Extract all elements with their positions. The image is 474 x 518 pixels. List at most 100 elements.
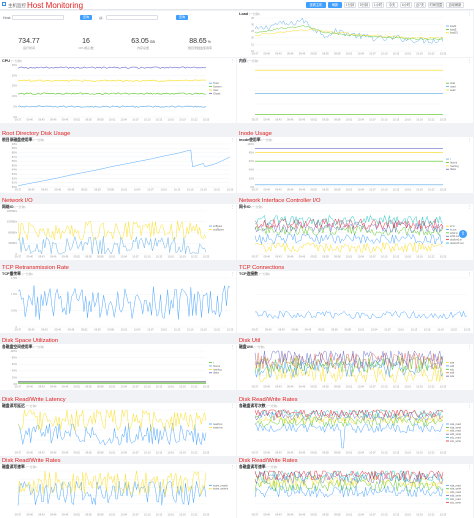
series-line[interactable]: [254, 478, 444, 493]
x-tick-label: 09:43: [275, 118, 282, 122]
host-select[interactable]: [12, 14, 64, 20]
x-tick-label: 10:10: [381, 385, 388, 389]
x-tick-label: 10:22: [428, 385, 435, 389]
x-tick-label: 09:43: [38, 255, 45, 259]
panel-menu-icon[interactable]: ⋮: [468, 205, 472, 209]
series-line[interactable]: [254, 224, 444, 237]
query-button[interactable]: 查询: [80, 14, 92, 20]
y-tick-label: 80%: [12, 185, 18, 189]
toolbar-button[interactable]: 查看主机: [306, 1, 326, 8]
series-line[interactable]: [17, 105, 207, 108]
series-line[interactable]: [254, 28, 444, 39]
toolbar-button[interactable]: 自动刷新: [446, 1, 464, 8]
x-tick-label: 09:49: [62, 255, 69, 259]
panel-menu-icon[interactable]: ⋮: [231, 272, 235, 276]
panel-menu-icon[interactable]: ⋮: [231, 345, 235, 349]
series-line[interactable]: [17, 285, 231, 320]
from-input[interactable]: [106, 14, 158, 20]
y-tick-label: 35: [251, 16, 254, 20]
line-chart[interactable]: 25% 20% 15% 10% 5% 0%09:37 09:40 09:43 09:46 09:4…: [0, 58, 236, 123]
series-line[interactable]: [254, 214, 444, 227]
series-line[interactable]: [254, 350, 444, 366]
panel-menu-icon[interactable]: ⋮: [468, 138, 472, 142]
series-line[interactable]: [17, 480, 207, 506]
series-line[interactable]: [254, 233, 444, 245]
line-chart[interactable]: 09:37 09:40 09:43 09:46 09:49 09:52 09:55 09:58…: [237, 271, 473, 333]
series-line[interactable]: [254, 485, 444, 498]
line-chart[interactable]: 1.5% 1.0% 0.5% 009:37 09:40 09:43 09:46 09:49 09…: [0, 271, 236, 333]
line-chart[interactable]: 90%89%88%87%86%85%84%83%82%81%80%09:37 09…: [0, 137, 236, 193]
series-line[interactable]: [254, 17, 444, 44]
toolbar-button[interactable]: 今天: [386, 1, 398, 8]
x-tick-label: 09:37: [252, 255, 259, 259]
toolbar-button[interactable]: 1小时: [372, 1, 384, 8]
legend-item: /var/log: [450, 164, 459, 168]
series-line[interactable]: [17, 470, 207, 496]
line-chart[interactable]: 100% 80% 60% 40% 20% 0%09:37 09:40 09:43 09:46 09…: [237, 137, 473, 193]
series-line[interactable]: [254, 470, 444, 483]
series-line[interactable]: [254, 310, 468, 319]
panel-menu-icon[interactable]: ⋮: [468, 272, 472, 276]
series-line[interactable]: [17, 409, 207, 432]
toolbar-button[interactable]: 5分钟: [358, 1, 370, 8]
series-line[interactable]: [17, 149, 231, 186]
panel-menu-icon[interactable]: ⋮: [231, 465, 235, 469]
line-chart[interactable]: 09:37 09:40 09:43 09:46 09:49 09:52 09:55 09:58…: [237, 403, 473, 456]
breadcrumb[interactable]: 主机监控: [8, 2, 26, 8]
series-line[interactable]: [254, 410, 444, 422]
series-line[interactable]: [254, 474, 444, 488]
line-chart[interactable]: 160MB/s 120MB/s 80MB/s 40MB/s 009:37 09:40 09:…: [0, 204, 236, 260]
line-chart[interactable]: 09:37 09:40 09:43 09:46 09:49 09:52 09:55 09:58…: [0, 464, 236, 518]
series-line[interactable]: [254, 409, 444, 418]
series-line[interactable]: [254, 422, 444, 449]
query-button-2[interactable]: 查询: [176, 14, 188, 20]
scroll-top-button[interactable]: ⇪: [459, 230, 467, 238]
toolbar-button[interactable]: 刷新: [328, 1, 342, 8]
series-line[interactable]: [254, 242, 444, 254]
toolbar-button[interactable]: 6小时: [400, 1, 412, 8]
panel-menu-icon[interactable]: ⋮: [468, 345, 472, 349]
series-line[interactable]: [17, 422, 207, 446]
line-chart[interactable]: 09:37 09:40 09:43 09:46 09:49 09:52 09:55 09:58…: [237, 204, 473, 260]
series-line[interactable]: [254, 471, 444, 485]
line-chart[interactable]: 09:37 09:40 09:43 09:46 09:49 09:52 09:55 09:58…: [237, 58, 473, 123]
toolbar-button[interactable]: 时间范围: [428, 1, 444, 8]
line-chart[interactable]: 09:37 09:40 09:43 09:46 09:49 09:52 09:55 09:58…: [237, 344, 473, 390]
panel-menu-icon[interactable]: ⋮: [231, 205, 235, 209]
legend-item: sdc_read: [450, 497, 461, 501]
series-line[interactable]: [254, 470, 444, 481]
panel-menu-icon[interactable]: ⋮: [468, 465, 472, 469]
panel-menu-icon[interactable]: ⋮: [468, 59, 472, 63]
x-tick-label: 10:19: [416, 52, 423, 56]
y-tick-label: 0%: [13, 115, 17, 119]
panel-menu-icon[interactable]: ⋮: [468, 12, 472, 16]
series-line[interactable]: [17, 236, 207, 255]
panel-menu-icon[interactable]: ⋮: [231, 404, 235, 408]
toolbar-button[interactable]: 近7天: [414, 1, 426, 8]
line-chart[interactable]: 100% 80% 60% 40% 20% 0%09:37 09:40 09:43 09:46 09…: [0, 344, 236, 390]
series-line[interactable]: [254, 352, 444, 370]
series-line[interactable]: [17, 66, 207, 69]
x-tick-label: 10:07: [132, 255, 139, 259]
series-line[interactable]: [254, 25, 444, 40]
panel-menu-icon[interactable]: ⋮: [468, 404, 472, 408]
line-chart[interactable]: 09:37 09:40 09:43 09:46 09:49 09:52 09:55 09:58…: [237, 464, 473, 518]
y-tick-label: 10%: [12, 94, 18, 98]
panel-menu-icon[interactable]: ⋮: [231, 138, 235, 142]
series-line[interactable]: [254, 221, 444, 233]
series-line[interactable]: [254, 360, 444, 378]
home-icon[interactable]: [2, 2, 6, 6]
series-line[interactable]: [17, 220, 207, 240]
series-line[interactable]: [254, 217, 444, 230]
line-chart[interactable]: 09:37 09:40 09:43 09:46 09:49 09:52 09:55 09:58…: [0, 403, 236, 456]
x-tick-label: 10:01: [358, 328, 365, 332]
series-line[interactable]: [17, 79, 207, 82]
toolbar-button[interactable]: 1分钟: [344, 1, 356, 8]
series-line[interactable]: [254, 416, 444, 428]
section-heading: Disk Read/Write Latency: [2, 396, 66, 403]
panel-menu-icon[interactable]: ⋮: [231, 59, 235, 63]
x-tick-label: 10:07: [384, 328, 391, 332]
x-tick-label: 09:52: [311, 52, 318, 56]
series-line[interactable]: [17, 92, 207, 95]
